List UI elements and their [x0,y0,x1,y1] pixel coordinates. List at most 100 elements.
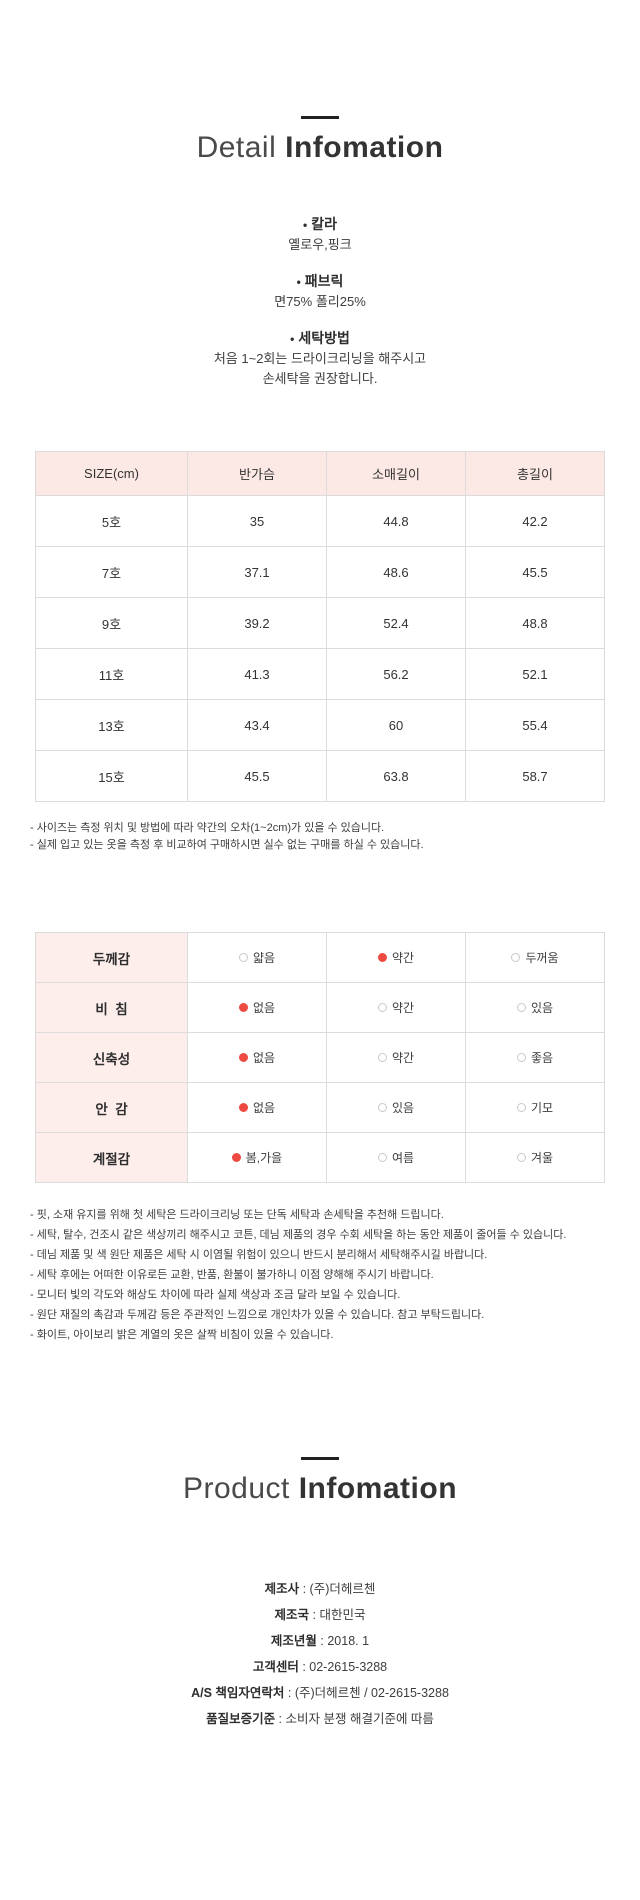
product-info-label: 제조년월 [270,1634,317,1648]
size-table-row: 7호 37.1 48.6 45.5 [35,546,605,598]
attribute-option: 약간 [377,1049,414,1066]
radio-unselected-icon [377,1103,387,1112]
size-table-header-cell: 총길이 [465,451,605,496]
attribute-option-cell: 겨울 [465,1132,605,1183]
bullet-label-text: 칼라 [311,216,337,232]
radio-unselected-icon [516,1053,526,1062]
attribute-option-label: 기모 [530,1101,554,1115]
attribute-table-body: 두께감 얇음 약간 두꺼움 비 침 없음 약간 있음 신축성 없음 약간 좋음 안 감 없음 있음 기모 계절감… [35,932,605,1183]
attribute-option-label: 있음 [391,1101,415,1115]
size-table: SIZE(cm) 반가슴 소매길이 총길이 5호 35 44.8 42.2 7호 37.1 48.… [35,451,605,802]
size-value-cell: 48.6 [326,546,466,598]
attribute-option-label: 봄,가을 [245,1151,283,1165]
attribute-option: 있음 [377,1099,415,1116]
attribute-option-cell: 약간 [326,1032,466,1083]
attribute-label-cell: 안 감 [35,1082,188,1133]
attribute-row: 비 침 없음 약간 있음 [35,982,605,1033]
attribute-label-cell: 신축성 [35,1032,188,1083]
radio-selected-icon [377,953,387,962]
radio-selected-icon [238,1103,248,1112]
size-row-label-cell: 7호 [35,546,188,598]
size-table-row: 5호 35 44.8 42.2 [35,495,605,547]
product-info-label: 제조국 [274,1608,310,1622]
product-info-label: 고객센터 [252,1660,299,1674]
attribute-option-cell: 있음 [326,1082,466,1133]
product-info-value: 02-2615-3288 [309,1660,388,1674]
radio-unselected-icon [516,1153,526,1162]
bullet-icon: • [296,275,301,289]
detail-title-bold: Infomation [285,131,444,164]
size-note-line: - 사이즈는 측정 위치 및 방법에 따라 약간의 오차(1~2cm)가 있을 … [30,822,385,834]
care-note-line: - 모니터 빛의 각도와 해상도 차이에 따라 실제 색상과 조금 달라 보일 … [30,1289,401,1301]
size-value-cell: 43.4 [187,699,327,751]
product-title-light: Product [182,1472,290,1505]
product-info-line: 고객센터 : 02-2615-3288 [0,1654,640,1680]
attribute-option-label: 얇음 [252,951,276,965]
size-value-cell: 52.4 [326,597,466,649]
attribute-option-cell: 기모 [465,1082,605,1133]
size-value-cell: 42.2 [465,495,605,547]
attribute-option-cell: 봄,가을 [187,1132,327,1183]
bullet-label: • 칼라 [0,215,640,235]
attribute-option-label: 없음 [252,1101,276,1115]
detail-title-light: Detail [196,131,277,164]
size-value-cell: 60 [326,699,466,751]
size-table-row: 13호 43.4 60 55.4 [35,699,605,751]
bullet-group: • 칼라 옐로우,핑크 [0,215,640,255]
attribute-option-cell: 좋음 [465,1032,605,1083]
product-info-value: (주)더헤르첸 / 02-2615-3288 [294,1686,449,1700]
attribute-option-label: 두꺼움 [525,951,559,965]
size-table-header-row: SIZE(cm) 반가슴 소매길이 총길이 [35,451,605,496]
detail-section-title: Detail Infomation [0,131,640,165]
size-row-label-cell: 5호 [35,495,188,547]
bullet-value-line: 손세탁을 권장합니다. [262,371,378,386]
attribute-option: 얇음 [238,949,276,966]
product-info-label: A/S 책임자연락처 [191,1686,285,1700]
care-note-line: - 원단 재질의 촉감과 두께감 등은 주관적인 느낌으로 개인차가 있을 수 … [30,1309,485,1321]
product-info-separator: : [299,1582,310,1596]
bullet-icon: • [303,218,308,232]
size-table-head: SIZE(cm) 반가슴 소매길이 총길이 [35,451,605,496]
attribute-option-cell: 있음 [465,982,605,1033]
size-row-label-cell: 9호 [35,597,188,649]
bullet-label: • 세탁방법 [0,329,640,349]
radio-selected-icon [238,1053,248,1062]
product-section-title: Product Infomation [0,1472,640,1506]
product-info-list: 제조사 : (주)더헤르첸 제조국 : 대한민국 제조년월 : 2018. 1 고객센… [0,1576,640,1732]
size-value-cell: 45.5 [187,750,327,802]
attribute-row: 계절감 봄,가을 여름 겨울 [35,1132,605,1183]
care-note-line: - 핏, 소재 유지를 위해 첫 세탁은 드라이크리닝 또는 단독 세탁과 손세… [30,1209,444,1221]
size-value-cell: 37.1 [187,546,327,598]
attribute-option: 두꺼움 [511,949,559,966]
attribute-option-label: 겨울 [530,1151,554,1165]
size-value-cell: 52.1 [465,648,605,700]
radio-unselected-icon [516,1003,526,1012]
attribute-option-label: 없음 [252,1051,276,1065]
attribute-option-label: 없음 [252,1001,276,1015]
size-row-label-cell: 11호 [35,648,188,700]
attribute-option-cell: 얇음 [187,932,327,983]
size-value-cell: 41.3 [187,648,327,700]
radio-selected-icon [238,1003,248,1012]
attribute-option: 약간 [377,949,414,966]
attribute-option: 없음 [238,1099,276,1116]
product-divider-bar [301,1457,339,1460]
detail-bullet-list: • 칼라 옐로우,핑크 • 패브릭 면75% 폴리25% • 세탁방법 처음 1~2회는 드라이… [0,215,640,389]
size-table-row: 9호 39.2 52.4 48.8 [35,597,605,649]
bullet-icon: • [290,332,295,346]
attribute-row: 안 감 없음 있음 기모 [35,1082,605,1133]
care-note-line: - 화이트, 아이보리 밝은 계열의 옷은 살짝 비침이 있을 수 있습니다. [30,1329,334,1341]
care-note-line: - 데님 제품 및 색 원단 제품은 세탁 시 이염될 위험이 있으니 반드시 … [30,1249,488,1261]
size-value-cell: 56.2 [326,648,466,700]
attribute-row: 두께감 얇음 약간 두꺼움 [35,932,605,983]
size-table-row: 11호 41.3 56.2 52.1 [35,648,605,700]
radio-unselected-icon [511,953,521,962]
product-info-value: 대한민국 [319,1608,366,1622]
attribute-label-cell: 두께감 [35,932,188,983]
care-note-line: - 세탁, 탈수, 건조시 같은 색상끼리 해주시고 코튼, 데님 제품의 경우… [30,1229,567,1241]
product-info-value: (주)더헤르첸 [309,1582,376,1596]
product-info-line: 제조년월 : 2018. 1 [0,1628,640,1654]
size-table-header-cell: 소매길이 [326,451,466,496]
product-info-line: 제조국 : 대한민국 [0,1602,640,1628]
size-notes: - 사이즈는 측정 위치 및 방법에 따라 약간의 오차(1~2cm)가 있을 … [0,820,640,854]
